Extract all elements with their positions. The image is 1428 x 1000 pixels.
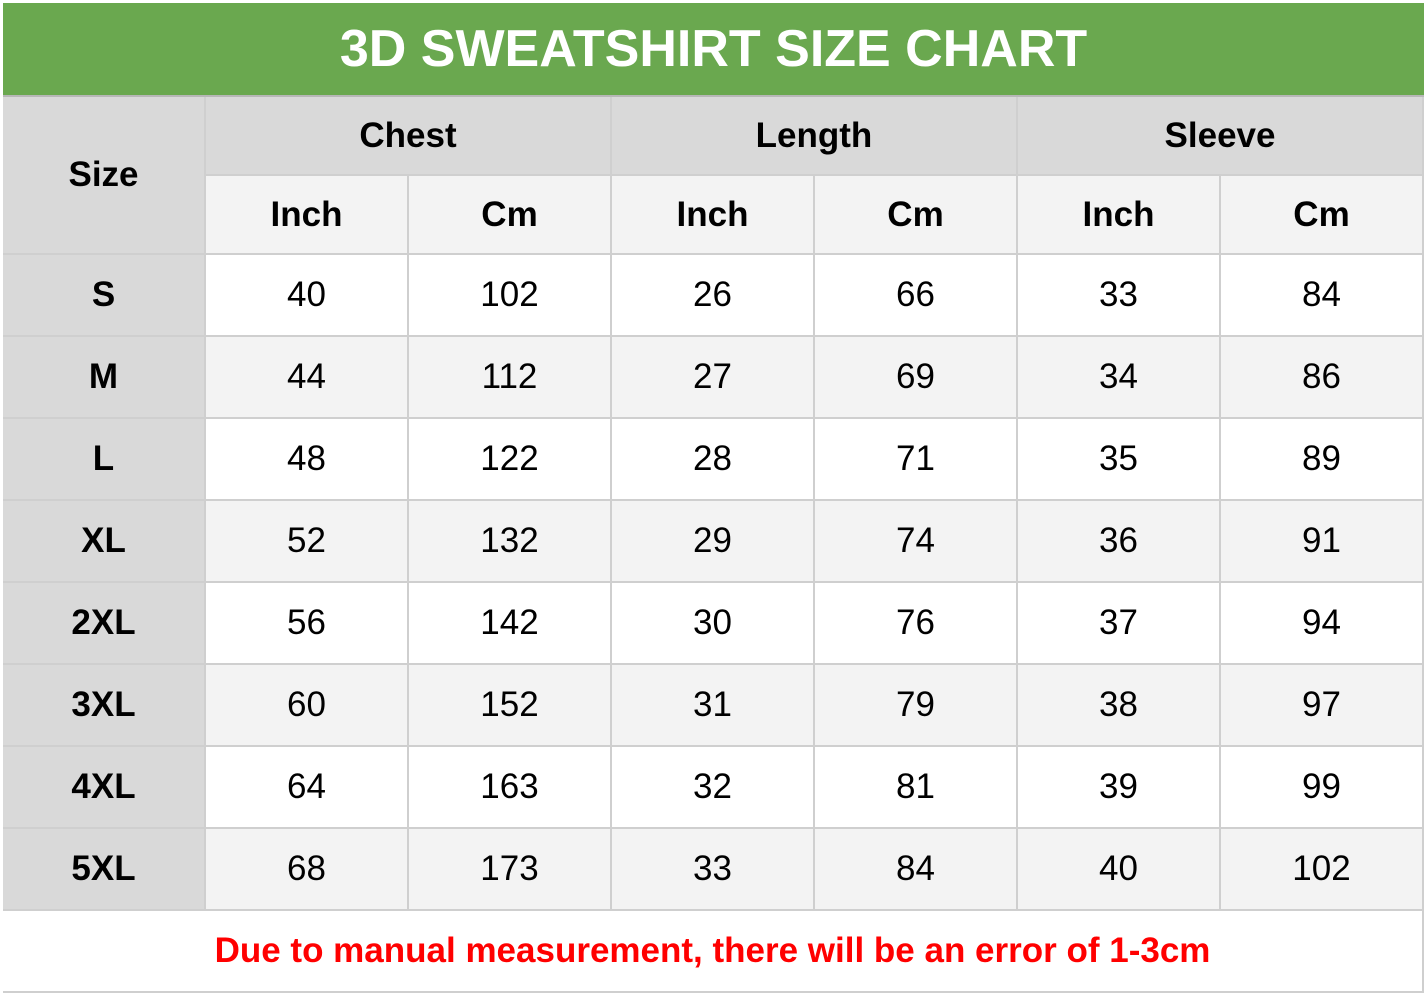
- value-cell: 40: [1018, 829, 1221, 911]
- value-cell: 39: [1018, 747, 1221, 829]
- value-cell: 27: [612, 337, 815, 419]
- value-cell: 132: [409, 501, 612, 583]
- value-cell: 52: [206, 501, 409, 583]
- value-cell: 44: [206, 337, 409, 419]
- value-cell: 29: [612, 501, 815, 583]
- length-header: Length: [612, 97, 1018, 176]
- value-cell: 48: [206, 419, 409, 501]
- measurement-note: Due to manual measurement, there will be…: [3, 911, 1424, 993]
- size-cell: S: [3, 255, 206, 337]
- size-cell: 3XL: [3, 665, 206, 747]
- value-cell: 99: [1221, 747, 1424, 829]
- value-cell: 68: [206, 829, 409, 911]
- size-cell: L: [3, 419, 206, 501]
- unit-header: Inch: [612, 176, 815, 255]
- value-cell: 97: [1221, 665, 1424, 747]
- unit-header: Cm: [815, 176, 1018, 255]
- value-cell: 33: [612, 829, 815, 911]
- value-cell: 112: [409, 337, 612, 419]
- value-cell: 28: [612, 419, 815, 501]
- value-cell: 81: [815, 747, 1018, 829]
- size-cell: 5XL: [3, 829, 206, 911]
- value-cell: 38: [1018, 665, 1221, 747]
- value-cell: 122: [409, 419, 612, 501]
- unit-header: Inch: [206, 176, 409, 255]
- value-cell: 37: [1018, 583, 1221, 665]
- value-cell: 79: [815, 665, 1018, 747]
- size-chart-table: 3D SWEATSHIRT SIZE CHART Size Chest Leng…: [3, 3, 1424, 993]
- unit-header: Inch: [1018, 176, 1221, 255]
- value-cell: 74: [815, 501, 1018, 583]
- value-cell: 142: [409, 583, 612, 665]
- value-cell: 102: [1221, 829, 1424, 911]
- value-cell: 66: [815, 255, 1018, 337]
- value-cell: 40: [206, 255, 409, 337]
- value-cell: 26: [612, 255, 815, 337]
- value-cell: 33: [1018, 255, 1221, 337]
- value-cell: 34: [1018, 337, 1221, 419]
- value-cell: 35: [1018, 419, 1221, 501]
- value-cell: 56: [206, 583, 409, 665]
- value-cell: 71: [815, 419, 1018, 501]
- sleeve-header: Sleeve: [1018, 97, 1424, 176]
- value-cell: 173: [409, 829, 612, 911]
- value-cell: 152: [409, 665, 612, 747]
- value-cell: 94: [1221, 583, 1424, 665]
- value-cell: 91: [1221, 501, 1424, 583]
- value-cell: 69: [815, 337, 1018, 419]
- size-cell: M: [3, 337, 206, 419]
- table-title: 3D SWEATSHIRT SIZE CHART: [3, 3, 1424, 97]
- size-cell: 4XL: [3, 747, 206, 829]
- size-header: Size: [3, 97, 206, 255]
- value-cell: 86: [1221, 337, 1424, 419]
- value-cell: 30: [612, 583, 815, 665]
- unit-header: Cm: [1221, 176, 1424, 255]
- unit-header: Cm: [409, 176, 612, 255]
- value-cell: 163: [409, 747, 612, 829]
- value-cell: 64: [206, 747, 409, 829]
- value-cell: 89: [1221, 419, 1424, 501]
- value-cell: 31: [612, 665, 815, 747]
- size-cell: XL: [3, 501, 206, 583]
- chest-header: Chest: [206, 97, 612, 176]
- value-cell: 32: [612, 747, 815, 829]
- value-cell: 102: [409, 255, 612, 337]
- value-cell: 60: [206, 665, 409, 747]
- value-cell: 36: [1018, 501, 1221, 583]
- value-cell: 84: [815, 829, 1018, 911]
- value-cell: 76: [815, 583, 1018, 665]
- value-cell: 84: [1221, 255, 1424, 337]
- size-cell: 2XL: [3, 583, 206, 665]
